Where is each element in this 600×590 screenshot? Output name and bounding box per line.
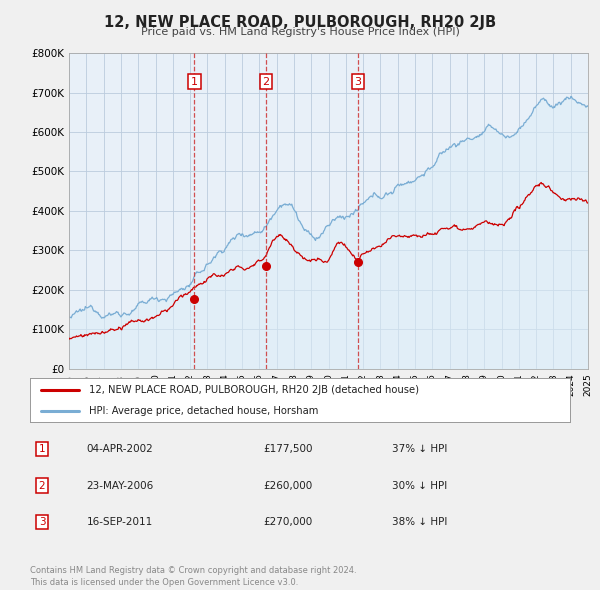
Text: 2: 2 bbox=[262, 77, 269, 87]
Text: 12, NEW PLACE ROAD, PULBOROUGH, RH20 2JB (detached house): 12, NEW PLACE ROAD, PULBOROUGH, RH20 2JB… bbox=[89, 385, 419, 395]
Text: 04-APR-2002: 04-APR-2002 bbox=[86, 444, 154, 454]
Text: HPI: Average price, detached house, Horsham: HPI: Average price, detached house, Hors… bbox=[89, 406, 319, 416]
Text: 38% ↓ HPI: 38% ↓ HPI bbox=[392, 517, 448, 527]
Text: Contains HM Land Registry data © Crown copyright and database right 2024.
This d: Contains HM Land Registry data © Crown c… bbox=[30, 566, 356, 587]
Text: 1: 1 bbox=[38, 444, 46, 454]
Text: 23-MAY-2006: 23-MAY-2006 bbox=[86, 481, 154, 490]
Text: £270,000: £270,000 bbox=[263, 517, 313, 527]
Text: 12, NEW PLACE ROAD, PULBOROUGH, RH20 2JB: 12, NEW PLACE ROAD, PULBOROUGH, RH20 2JB bbox=[104, 15, 496, 30]
Text: 2: 2 bbox=[38, 481, 46, 490]
Text: 37% ↓ HPI: 37% ↓ HPI bbox=[392, 444, 448, 454]
Text: £260,000: £260,000 bbox=[263, 481, 313, 490]
Text: 3: 3 bbox=[38, 517, 46, 527]
Text: 30% ↓ HPI: 30% ↓ HPI bbox=[392, 481, 448, 490]
Text: Price paid vs. HM Land Registry's House Price Index (HPI): Price paid vs. HM Land Registry's House … bbox=[140, 27, 460, 37]
Text: £177,500: £177,500 bbox=[263, 444, 313, 454]
Text: 1: 1 bbox=[191, 77, 198, 87]
Text: 16-SEP-2011: 16-SEP-2011 bbox=[87, 517, 153, 527]
Text: 3: 3 bbox=[355, 77, 362, 87]
